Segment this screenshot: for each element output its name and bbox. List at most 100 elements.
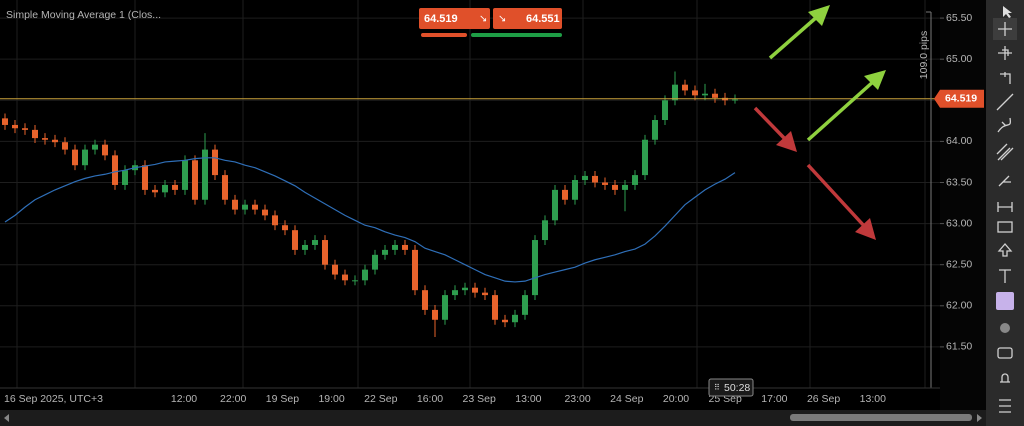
candle-body: [692, 90, 698, 96]
price-badge-label: 64.519: [945, 93, 977, 105]
candle-body: [62, 142, 68, 150]
x-tick-label: 24 Sep: [610, 393, 643, 405]
candle-body: [222, 175, 228, 200]
candle-body: [522, 295, 528, 315]
candle-body: [142, 165, 148, 190]
x-axis: 16 Sep 2025, UTC+3 12:00 22:00 19 Sep 19:00 2…: [4, 393, 886, 405]
vertical-grid: [16, 0, 926, 388]
x-tick-label: 23:00: [564, 393, 590, 405]
scroll-left[interactable]: [4, 414, 9, 422]
candle-body: [292, 230, 298, 250]
candle-body: [532, 240, 538, 296]
y-tick-label: 62.50: [946, 258, 972, 270]
candle-body: [332, 264, 338, 275]
y-tick-label: 65.50: [946, 12, 972, 24]
y-tick-label: 64.00: [946, 135, 972, 147]
candle-body: [212, 149, 218, 176]
candle-body: [102, 144, 108, 156]
y-axis: 61.5062.0062.5063.0063.5064.0064.5065.00…: [934, 12, 984, 353]
candle-body: [702, 93, 708, 96]
candle-body: [92, 144, 98, 150]
candle-body: [22, 128, 28, 130]
sell-button[interactable]: 64.519 ↘: [419, 8, 490, 29]
scrollbar-thumb[interactable]: [790, 414, 972, 421]
buy-price: 64.551: [526, 13, 560, 25]
x-tick-label: 20:00: [663, 393, 689, 405]
candle-body: [452, 290, 458, 296]
scroll-right[interactable]: [977, 414, 982, 422]
x-tick-label: 17:00: [761, 393, 787, 405]
candle-body: [342, 274, 348, 281]
candle-body: [52, 139, 58, 143]
candle-body: [242, 204, 248, 210]
x-tick-label: 19 Sep: [266, 393, 299, 405]
buy-icon: ↘: [498, 14, 506, 25]
candle-body: [602, 182, 608, 185]
candle-body: [402, 244, 408, 250]
candle-body: [392, 244, 398, 250]
candle-body: [492, 295, 498, 320]
candle-body: [192, 160, 198, 200]
candle-body: [502, 319, 508, 323]
sell-icon: ↘: [479, 14, 487, 25]
sell-ratio-bar: [421, 33, 467, 37]
candle-body: [672, 84, 678, 101]
candle-body: [302, 244, 308, 250]
candle-body: [622, 184, 628, 190]
x-tick-label: 26 Sep: [807, 393, 840, 405]
y-tick-label: 62.00: [946, 300, 972, 312]
x-tick-label: 13:00: [860, 393, 886, 405]
candle-body: [462, 287, 468, 291]
toolbar: [986, 0, 1024, 426]
candle-body: [72, 149, 78, 166]
candle-body: [312, 240, 318, 245]
candle-body: [232, 199, 238, 210]
candle-body: [432, 309, 438, 320]
candle-body: [252, 204, 258, 210]
y-tick-label: 65.00: [946, 53, 972, 65]
candle-body: [112, 155, 118, 185]
timer-icon: ⠿: [714, 383, 720, 392]
candle-body: [372, 254, 378, 270]
indicator-title: Simple Moving Average 1 (Clos...: [6, 9, 161, 21]
timer-label: 50:28: [724, 382, 750, 394]
candle-body: [732, 99, 738, 101]
trend-arrows[interactable]: [753, 5, 886, 240]
candle-body: [412, 249, 418, 291]
candle-body: [422, 290, 428, 310]
candle-body: [612, 184, 618, 190]
candle-body: [712, 93, 718, 98]
candle-body: [482, 292, 488, 296]
y-tick-label: 63.00: [946, 217, 972, 229]
candle-body: [562, 189, 568, 200]
candle-body: [592, 175, 598, 183]
candle-body: [202, 149, 208, 200]
moving-average-line: [4, 157, 736, 283]
candle-body: [582, 175, 588, 181]
timer-badge: 50:28 ⠿: [708, 378, 754, 397]
price-badge: [934, 89, 984, 108]
x-tick-label: 22:00: [220, 393, 246, 405]
candle-body: [82, 149, 88, 166]
candle-body: [172, 184, 178, 190]
candle-body: [32, 129, 38, 139]
candle-body: [542, 220, 548, 241]
candle-body: [652, 120, 658, 140]
x-tick-label: 22 Sep: [364, 393, 397, 405]
measure-label: 109.0 pips: [918, 31, 930, 79]
y-axis-strip: [940, 0, 986, 426]
candle-body: [632, 175, 638, 185]
sell-price: 64.519: [424, 13, 458, 25]
y-tick-label: 63.50: [946, 176, 972, 188]
x-tick-label: 23 Sep: [463, 393, 496, 405]
candle-body: [642, 139, 648, 176]
toolbar-buttons[interactable]: [993, 6, 1017, 413]
candle-body: [42, 138, 48, 140]
candle-body: [552, 189, 558, 221]
buy-ratio-bar: [471, 33, 562, 37]
scrollbar-track: [0, 410, 986, 426]
candle-body: [2, 118, 8, 125]
buy-button[interactable]: ↘ 64.551: [493, 8, 562, 29]
candle-body: [572, 180, 578, 200]
